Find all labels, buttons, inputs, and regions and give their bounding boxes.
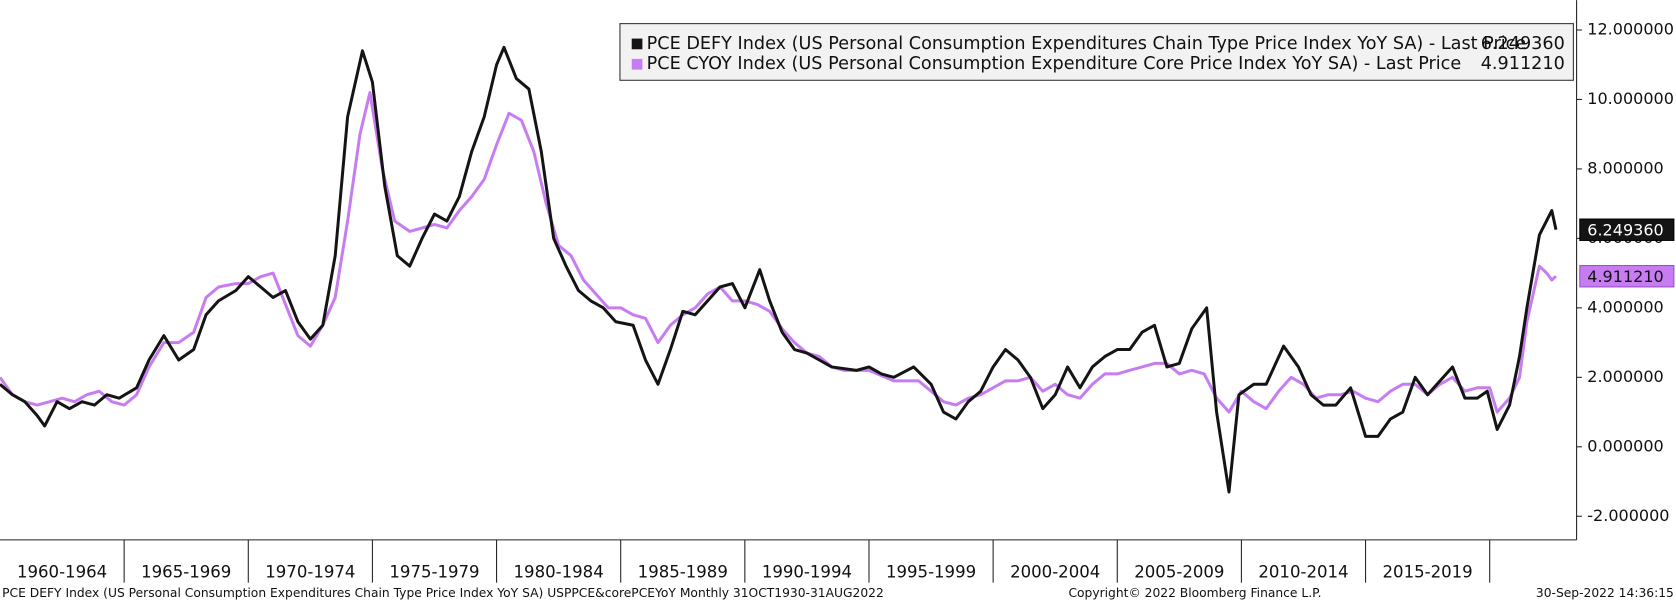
legend-value: 6.249360 [1481, 34, 1565, 54]
x-tick-label: 1980-1984 [514, 563, 604, 582]
x-tick-label: 1960-1964 [17, 563, 107, 582]
legend-value: 4.911210 [1481, 54, 1565, 74]
x-tick-label: 1970-1974 [265, 563, 355, 582]
legend: PCE DEFY Index (US Personal Consumption … [619, 23, 1574, 81]
last-price-label: 4.911210 [1587, 267, 1663, 286]
y-tick-label: 10.000000 [1587, 89, 1674, 108]
x-tick-label: 2005-2009 [1134, 563, 1224, 582]
series-line [0, 90, 1557, 414]
legend-swatch [631, 58, 643, 70]
copyright: Copyright© 2022 Bloomberg Finance L.P. [1068, 586, 1321, 600]
y-tick-label: 12.000000 [1587, 19, 1674, 38]
legend-label: PCE CYOY Index (US Personal Consumption … [647, 54, 1462, 74]
last-price-label: 6.249360 [1587, 220, 1663, 239]
timestamp: 30-Sep-2022 14:36:15 [1536, 586, 1674, 600]
last-price-tag [1579, 264, 1675, 288]
x-tick-label: 1965-1969 [141, 563, 231, 582]
x-tick-label: 1995-1999 [886, 563, 976, 582]
legend-label: PCE DEFY Index (US Personal Consumption … [647, 34, 1527, 54]
x-tick-label: 2000-2004 [1010, 563, 1100, 582]
legend-swatch [631, 38, 643, 50]
y-tick-label: 2.000000 [1587, 367, 1663, 386]
plot-area [0, 45, 1558, 494]
x-tick-label: 1990-1994 [762, 563, 852, 582]
x-tick-label: 1975-1979 [389, 563, 479, 582]
y-tick-label: 8.000000 [1587, 158, 1663, 177]
x-tick-label: 1985-1989 [638, 563, 728, 582]
x-tick-label: 2015-2019 [1383, 563, 1473, 582]
y-tick-label: 4.000000 [1587, 297, 1663, 316]
y-tick-label: -2.000000 [1587, 506, 1669, 525]
series-line [0, 45, 1558, 494]
footer: PCE DEFY Index (US Personal Consumption … [2, 586, 884, 600]
x-tick-label: 2010-2014 [1258, 563, 1348, 582]
last-price-tag [1579, 218, 1675, 241]
y-tick-label: 0.000000 [1587, 436, 1663, 455]
legend-box [619, 23, 1574, 81]
